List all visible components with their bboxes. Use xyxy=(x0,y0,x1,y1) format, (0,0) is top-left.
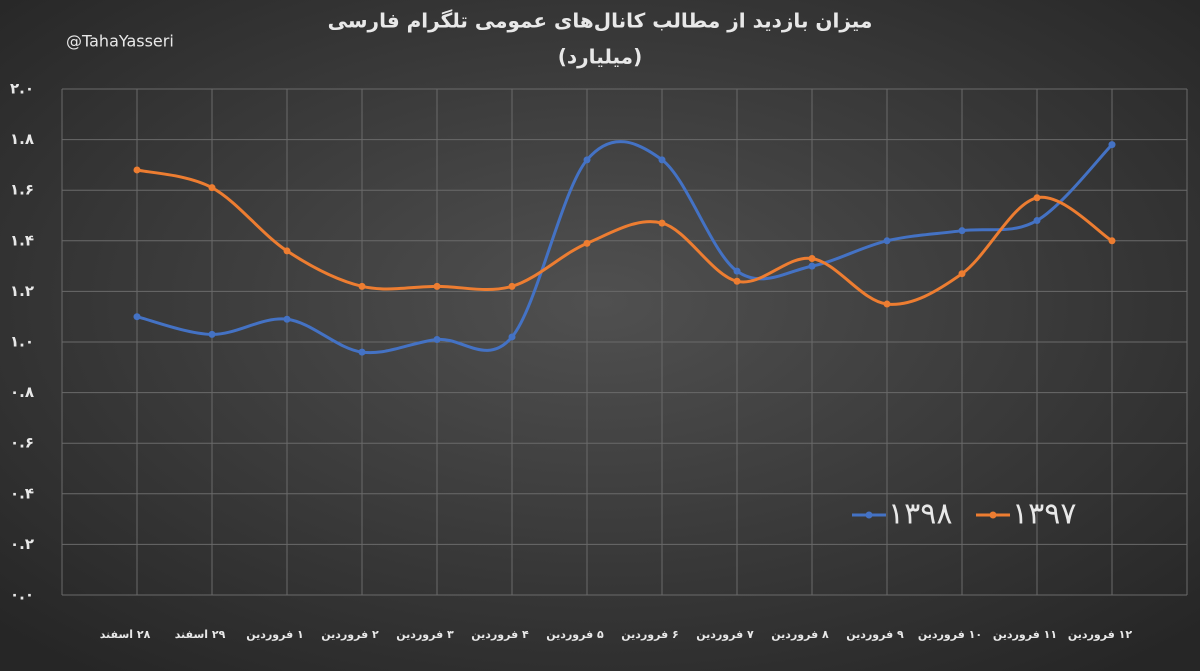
point xyxy=(658,219,666,227)
legend-label: ۱۳۹۷ xyxy=(1012,497,1076,532)
point xyxy=(283,315,291,323)
point xyxy=(208,184,216,192)
point xyxy=(733,277,741,285)
point xyxy=(883,237,891,245)
x-tick-label: ۱ فروردین xyxy=(246,628,303,641)
point xyxy=(433,282,441,290)
x-tick-label: ۱۲ فروردین xyxy=(1068,628,1132,641)
chart-subtitle: (میلیارد) xyxy=(558,45,642,69)
x-tick-label: ۴ فروردین xyxy=(471,628,529,641)
point xyxy=(1108,141,1116,149)
point xyxy=(658,156,666,164)
y-tick-label: ۱.۶ xyxy=(10,181,34,199)
point xyxy=(1108,237,1116,245)
x-tick-label: ۶ فروردین xyxy=(621,628,678,641)
point xyxy=(808,262,816,270)
point xyxy=(958,270,966,278)
y-tick-label: ۱.۸ xyxy=(10,130,34,148)
watermark: @TahaYasseri xyxy=(66,32,174,51)
x-tick-label: ۱۱ فروردین xyxy=(993,628,1057,641)
y-tick-label: ۰.۶ xyxy=(10,434,34,452)
y-tick-label: ۰.۸ xyxy=(10,383,34,401)
point xyxy=(358,282,366,290)
y-tick-label: ۱.۲ xyxy=(10,282,34,300)
point xyxy=(208,330,216,338)
y-tick-label: ۱.۴ xyxy=(10,231,34,249)
y-tick-label: ۰.۴ xyxy=(10,484,34,502)
series-line xyxy=(136,140,1114,355)
point xyxy=(883,300,891,308)
point xyxy=(733,267,741,275)
x-tick-label: ۲۸ اسفند xyxy=(100,628,151,641)
legend-marker xyxy=(989,511,997,519)
point xyxy=(508,282,516,290)
point xyxy=(1033,217,1041,225)
y-tick-label: ۰.۲ xyxy=(10,535,34,553)
x-tick-label: ۹ فروردین xyxy=(846,628,904,641)
point xyxy=(133,166,141,174)
x-tick-label: ۲ فروردین xyxy=(321,628,379,641)
chart-title: میزان بازدید از مطالب کانال‌های عمومی تل… xyxy=(328,9,873,33)
y-tick-label: ۱.۰ xyxy=(10,333,34,351)
point xyxy=(1033,194,1041,202)
x-tick-label: ۲۹ اسفند xyxy=(175,628,226,641)
x-tick-label: ۷ فروردین xyxy=(696,628,754,641)
legend-marker xyxy=(865,511,873,519)
point xyxy=(958,227,966,235)
x-tick-label: ۱۰ فروردین xyxy=(918,628,982,641)
point xyxy=(583,239,591,247)
point xyxy=(358,348,366,356)
y-tick-label: ۰.۰ xyxy=(10,586,34,604)
point xyxy=(508,333,516,341)
x-tick-label: ۵ فروردین xyxy=(546,628,604,641)
point xyxy=(583,156,591,164)
point xyxy=(808,255,816,263)
x-tick-label: ۸ فروردین xyxy=(771,628,829,641)
x-tick-label: ۳ فروردین xyxy=(396,628,454,641)
legend-label: ۱۳۹۸ xyxy=(888,497,952,532)
point xyxy=(433,335,441,343)
point xyxy=(283,247,291,255)
y-tick-label: ۲.۰ xyxy=(10,80,34,98)
point xyxy=(133,313,141,321)
